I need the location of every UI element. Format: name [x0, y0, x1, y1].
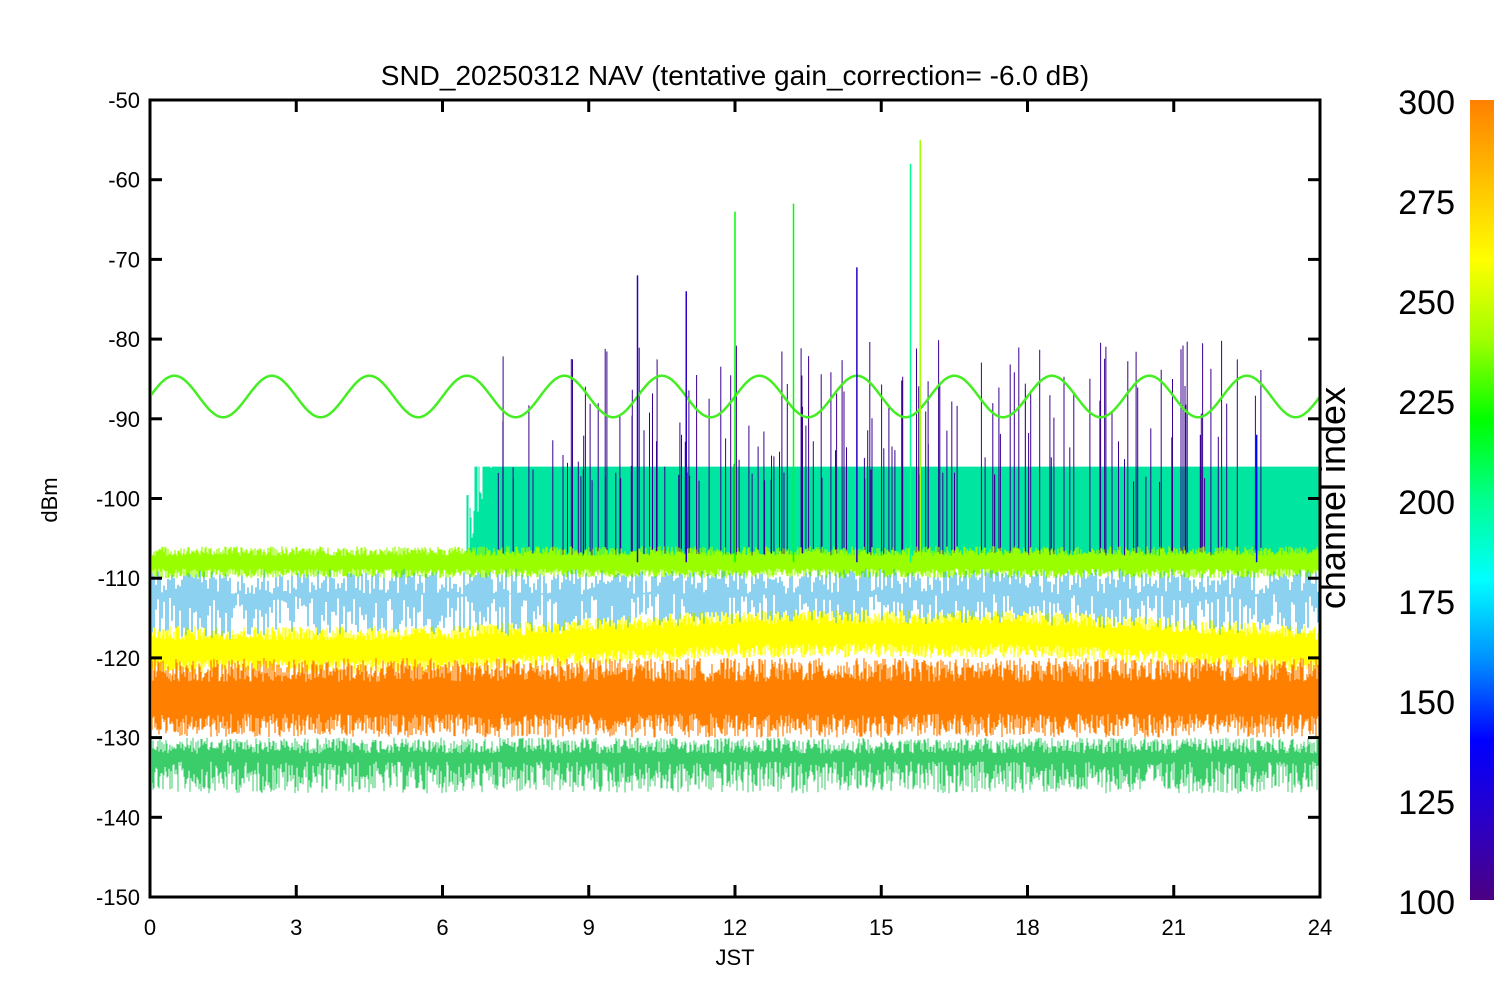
y-axis: -50 -60 -70 -80 -90 -100 -110 -120 -130 -140 -150 [96, 88, 1320, 910]
y-tick-label: -90 [108, 407, 140, 432]
y-tick-label: -150 [96, 885, 140, 910]
y-axis-label: dBm [37, 477, 62, 522]
x-tick-label: 3 [290, 915, 302, 940]
chart-title: SND_20250312 NAV (tentative gain_correct… [381, 60, 1089, 91]
x-tick-label: 24 [1308, 915, 1332, 940]
colorbar-tick-label: 200 [1398, 484, 1455, 522]
colorbar-tick-label: 150 [1398, 684, 1455, 722]
x-tick-label: 6 [436, 915, 448, 940]
y-tick-label: -120 [96, 646, 140, 671]
colorbar-tick-label: 300 [1398, 84, 1455, 122]
x-tick-label: 15 [869, 915, 893, 940]
colorbar-tick-label: 125 [1398, 784, 1455, 822]
series-mid-scatter [152, 562, 1320, 642]
x-tick-label: 21 [1162, 915, 1186, 940]
y-tick-label: -100 [96, 487, 140, 512]
colorbar-tick-label: 275 [1398, 184, 1455, 222]
colorbar-tick-label: 225 [1398, 384, 1455, 422]
colorbar-tick-label: 175 [1398, 584, 1455, 622]
y-tick-label: -110 [98, 566, 140, 591]
series-lower-tail [152, 737, 1320, 794]
x-tick-label: 9 [583, 915, 595, 940]
y-tick-label: -130 [96, 726, 140, 751]
series-band-290 [152, 658, 1320, 738]
colorbar [1470, 100, 1494, 900]
colorbar-tick-label: 250 [1398, 284, 1455, 322]
series-band-255 [152, 546, 1320, 579]
y-tick-label: -140 [96, 805, 140, 830]
y-tick-label: -80 [108, 327, 140, 352]
y-tick-label: -70 [108, 247, 140, 272]
colorbar-label: channel index [1312, 387, 1353, 609]
series-band-270 [152, 610, 1320, 674]
x-tick-label: 18 [1015, 915, 1039, 940]
colorbar-tick-label: 100 [1398, 884, 1455, 922]
plot-area [152, 139, 1320, 794]
y-tick-label: -50 [108, 88, 140, 113]
x-axis-label: JST [715, 945, 754, 970]
x-tick-label: 0 [144, 915, 156, 940]
x-axis: 0 3 6 9 12 15 18 21 24 [144, 100, 1332, 940]
y-tick-label: -60 [108, 168, 140, 193]
series-activity-purple [497, 340, 1262, 563]
colorbar-ticks: 100 125 150 175 200 225 250 275 300 [1398, 84, 1455, 922]
x-tick-label: 12 [723, 915, 747, 940]
